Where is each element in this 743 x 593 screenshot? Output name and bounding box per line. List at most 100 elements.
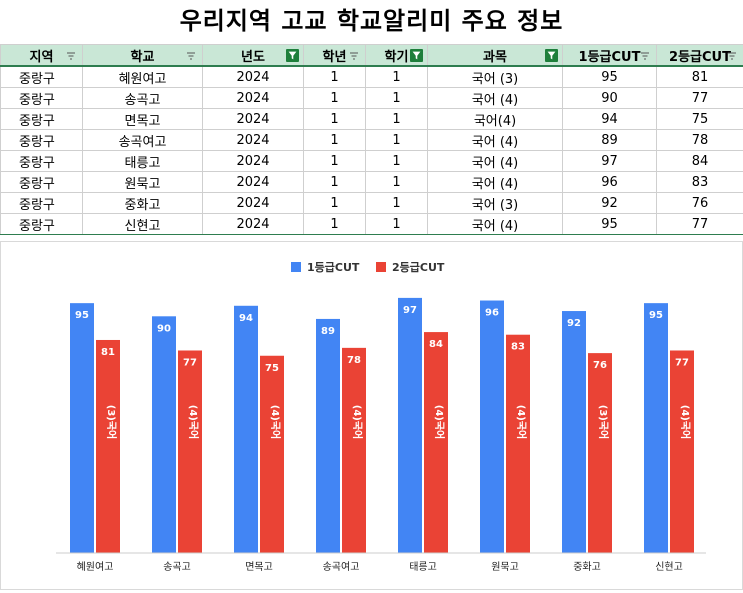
table-cell[interactable]: 1 [304, 130, 366, 151]
table-cell[interactable]: 중화고 [83, 193, 203, 214]
table-cell[interactable]: 국어 (4) [428, 151, 563, 172]
page-title: 우리지역 고교 학교알리미 주요 정보 [0, 2, 743, 40]
table-cell[interactable]: 78 [657, 130, 743, 151]
table-cell[interactable]: 중랑구 [1, 151, 83, 172]
table-cell[interactable]: 중랑구 [1, 88, 83, 109]
table-cell[interactable]: 국어 (4) [428, 130, 563, 151]
filter-icon[interactable] [186, 51, 196, 61]
filter-active-icon[interactable] [286, 49, 299, 62]
table-cell[interactable]: 83 [657, 172, 743, 193]
column-header[interactable]: 학기 [366, 45, 428, 67]
table-cell[interactable]: 태릉고 [83, 151, 203, 172]
table-cell[interactable]: 국어(4) [428, 109, 563, 130]
table-cell[interactable]: 1 [304, 66, 366, 88]
table-cell[interactable]: 2024 [203, 66, 304, 88]
table-cell[interactable]: 1 [304, 193, 366, 214]
table-cell[interactable]: 1 [366, 172, 428, 193]
table-cell[interactable]: 국어 (3) [428, 66, 563, 88]
chart-bar [178, 350, 202, 553]
legend-label: 2등급CUT [392, 261, 445, 274]
bar-value-label: 94 [239, 313, 253, 324]
table-cell[interactable]: 중랑구 [1, 109, 83, 130]
column-header[interactable]: 1등급CUT [563, 45, 657, 67]
table-cell[interactable]: 1 [366, 109, 428, 130]
table-cell[interactable]: 중랑구 [1, 66, 83, 88]
table-cell[interactable]: 2024 [203, 130, 304, 151]
table-cell[interactable]: 2024 [203, 172, 304, 193]
table-cell[interactable]: 2024 [203, 88, 304, 109]
table-cell[interactable]: 중랑구 [1, 130, 83, 151]
table-cell[interactable]: 혜원여고 [83, 66, 203, 88]
table-cell[interactable]: 2024 [203, 193, 304, 214]
chart-bar [96, 340, 120, 553]
table-cell[interactable]: 면목고 [83, 109, 203, 130]
filter-icon[interactable] [349, 51, 359, 61]
table-cell[interactable]: 1 [366, 193, 428, 214]
bar-value-label: 75 [265, 363, 279, 374]
bar-inner-label: (4)국어 [187, 405, 200, 440]
filter-active-icon[interactable] [545, 49, 558, 62]
bar-value-label: 78 [347, 355, 361, 366]
table-cell[interactable]: 90 [563, 88, 657, 109]
chart-bar [506, 335, 530, 553]
table-cell[interactable]: 1 [304, 172, 366, 193]
chart-bar [70, 303, 94, 553]
table-cell[interactable]: 84 [657, 151, 743, 172]
table-cell[interactable]: 81 [657, 66, 743, 88]
column-header[interactable]: 학교 [83, 45, 203, 67]
chart-bar [398, 298, 422, 553]
table-cell[interactable]: 92 [563, 193, 657, 214]
table-cell[interactable]: 1 [366, 130, 428, 151]
column-header[interactable]: 과목 [428, 45, 563, 67]
column-header-label: 년도 [241, 46, 265, 65]
column-header[interactable]: 2등급CUT [657, 45, 743, 67]
table-cell[interactable]: 95 [563, 66, 657, 88]
bar-value-label: 95 [75, 310, 89, 321]
filter-icon[interactable] [727, 51, 737, 61]
table-cell[interactable]: 1 [304, 88, 366, 109]
table-cell[interactable]: 국어 (4) [428, 88, 563, 109]
filter-icon[interactable] [66, 51, 76, 61]
column-header[interactable]: 지역 [1, 45, 83, 67]
table-cell[interactable]: 1 [366, 66, 428, 88]
table-cell[interactable]: 97 [563, 151, 657, 172]
table-cell[interactable]: 96 [563, 172, 657, 193]
column-header-label: 학교 [131, 46, 155, 65]
table-cell[interactable]: 76 [657, 193, 743, 214]
table-cell[interactable]: 89 [563, 130, 657, 151]
filter-active-icon[interactable] [410, 49, 423, 62]
table-cell[interactable]: 77 [657, 88, 743, 109]
table-cell[interactable]: 송곡여고 [83, 130, 203, 151]
table-cell[interactable]: 1 [366, 151, 428, 172]
table-cell[interactable]: 국어 (4) [428, 172, 563, 193]
table-cell[interactable]: 중랑구 [1, 172, 83, 193]
table-cell[interactable]: 국어 (3) [428, 193, 563, 214]
table-cell[interactable]: 중랑구 [1, 193, 83, 214]
table-cell[interactable]: 75 [657, 109, 743, 130]
bar-inner-label: (4)국어 [351, 405, 364, 440]
x-tick-label: 송곡여고 [323, 561, 360, 573]
table-cell[interactable]: 1 [304, 109, 366, 130]
table-header-row: 지역 학교 년도 학년 학기 과목 1등급CUT 2등급CUT [1, 45, 743, 67]
filter-icon[interactable] [640, 51, 650, 61]
table-cell[interactable]: 1 [366, 88, 428, 109]
column-header-label: 학기 [385, 46, 409, 65]
x-tick-label: 면목고 [245, 561, 273, 573]
table-cell[interactable]: 송곡고 [83, 88, 203, 109]
table-cell[interactable]: 94 [563, 109, 657, 130]
bar-inner-label: (4)국어 [433, 405, 446, 440]
column-header[interactable]: 년도 [203, 45, 304, 67]
column-header-label: 2등급CUT [669, 46, 731, 65]
column-header[interactable]: 학년 [304, 45, 366, 67]
bar-value-label: 77 [183, 357, 197, 368]
table-cell[interactable]: 원묵고 [83, 172, 203, 193]
table-cell[interactable]: 1 [304, 151, 366, 172]
table-cell[interactable]: 2024 [203, 109, 304, 130]
column-header-label: 1등급CUT [579, 46, 641, 65]
chart-bar [316, 319, 340, 553]
table-cell[interactable]: 2024 [203, 151, 304, 172]
